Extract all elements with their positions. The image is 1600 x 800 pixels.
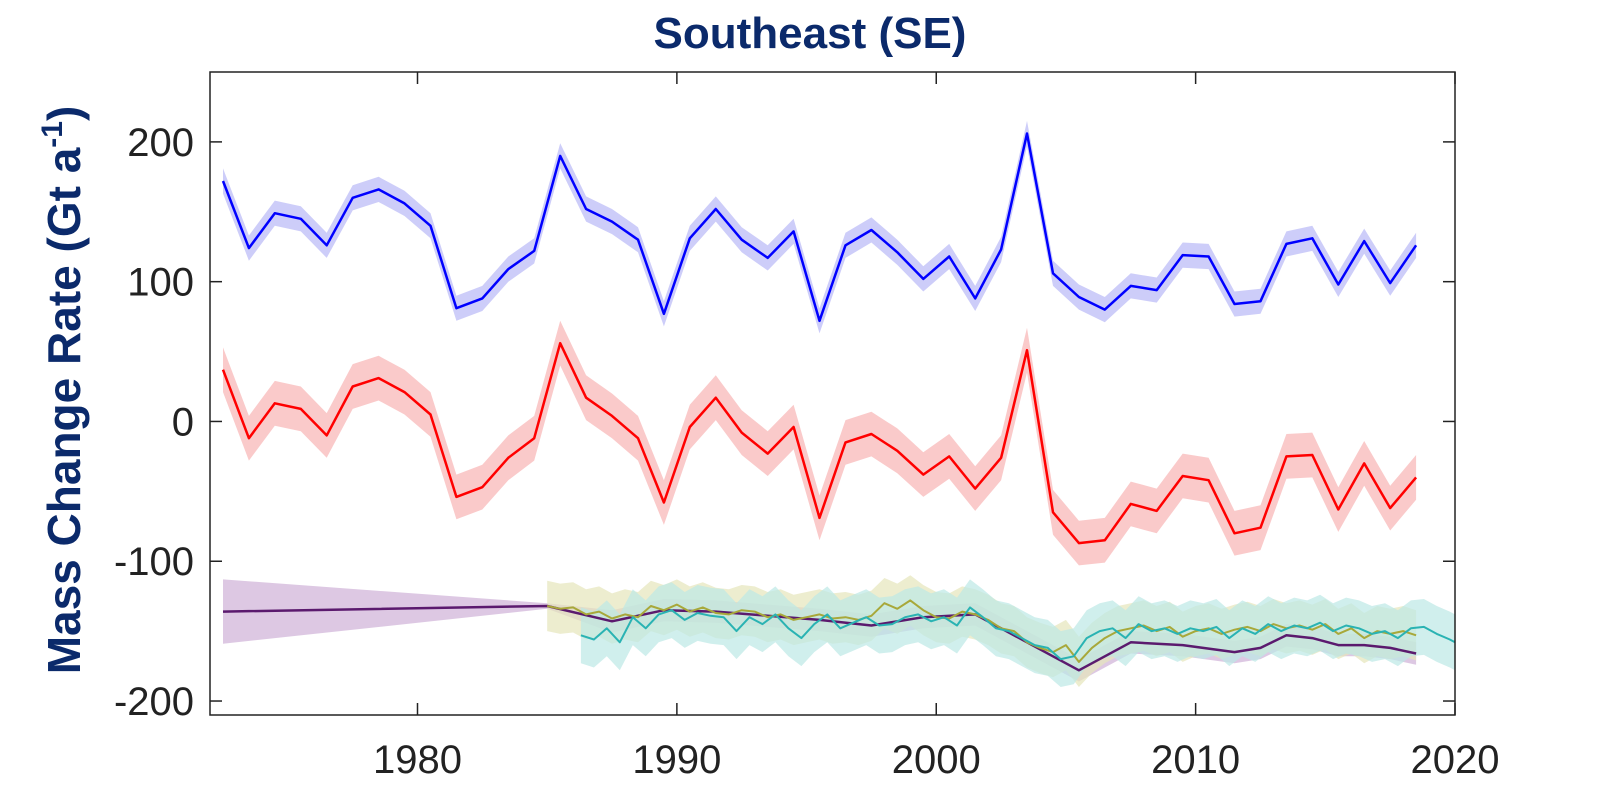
x-tick-label: 1980 bbox=[373, 738, 462, 782]
x-tick-label: 1990 bbox=[632, 738, 721, 782]
plot-area bbox=[221, 120, 1455, 687]
series-band-blue bbox=[223, 120, 1417, 334]
chart-title: Southeast (SE) bbox=[654, 9, 967, 58]
x-tick-label: 2000 bbox=[892, 738, 981, 782]
x-tick-label: 2010 bbox=[1151, 738, 1240, 782]
y-axis-label: Mass Change Rate (Gt a-1) bbox=[36, 106, 90, 675]
y-tick-label: 0 bbox=[172, 400, 194, 444]
x-tick-label: 2020 bbox=[1411, 738, 1500, 782]
plot-frame bbox=[209, 71, 1456, 716]
axis-ticks: 1980 1990 2000 2010 2020 -200 -100 0 100 200 bbox=[114, 72, 1500, 782]
y-tick-label: 100 bbox=[127, 261, 194, 305]
y-axis-label-main: Mass Change Rate (Gt a bbox=[38, 147, 90, 674]
y-tick-label: -100 bbox=[114, 540, 194, 584]
series-line-blue bbox=[221, 132, 1418, 323]
y-tick-label: -200 bbox=[114, 680, 194, 724]
series-line-red bbox=[221, 341, 1418, 545]
y-tick-label: 200 bbox=[127, 121, 194, 165]
series-band-red bbox=[223, 320, 1417, 566]
y-axis-label-superscript: -1 bbox=[36, 121, 69, 148]
y-axis-label-close: ) bbox=[38, 106, 90, 121]
series-line-teal bbox=[580, 606, 1455, 661]
